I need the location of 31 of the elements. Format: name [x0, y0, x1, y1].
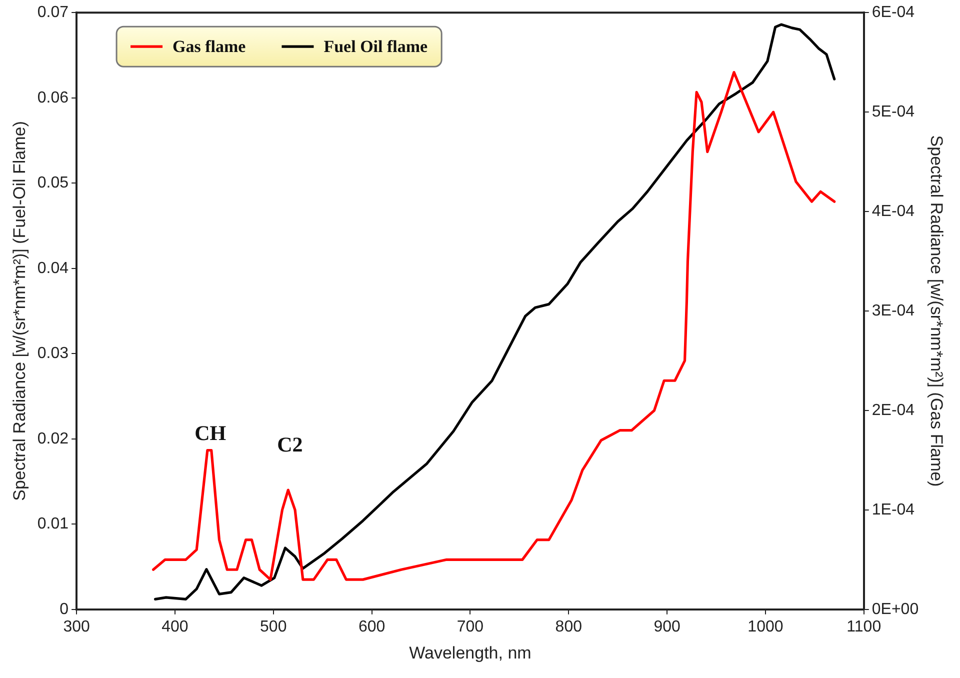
annotation: CH — [194, 420, 226, 445]
x-tick-label: 500 — [260, 618, 287, 636]
x-tick-label: 900 — [654, 618, 680, 636]
y2-tick-label: 0E+00 — [872, 600, 919, 618]
x-tick-label: 800 — [555, 618, 582, 636]
x-tick-label: 1100 — [846, 618, 882, 636]
y2-tick-label: 6E-04 — [872, 4, 915, 22]
y-tick-label: 0.02 — [37, 430, 69, 448]
y-axis-title: Spectral Radiance [w/(sr*nm*m²)] (Fuel-Oil Flame) — [10, 121, 29, 501]
y2-tick-label: 4E-04 — [872, 202, 915, 220]
x-axis-title: Wavelength, nm — [409, 643, 532, 662]
y-tick-label: 0.03 — [37, 345, 69, 362]
y2-tick-label: 5E-04 — [872, 103, 915, 120]
y2-tick-label: 3E-04 — [872, 302, 915, 320]
y-tick-label: 0.07 — [37, 4, 69, 22]
legend-label: Gas flame — [172, 36, 246, 56]
x-tick-label: 1000 — [748, 618, 784, 636]
x-tick-label: 700 — [456, 618, 484, 636]
x-tick-label: 400 — [162, 618, 188, 636]
annotation: C2 — [277, 432, 303, 456]
y-tick-label: 0 — [60, 600, 69, 618]
y2-axis-title: Spectral Radiance [w/(sr*nm*m²)] (Gas Flame) — [927, 135, 946, 487]
y-tick-label: 0.05 — [37, 174, 69, 192]
legend-label: Fuel Oil flame — [324, 36, 428, 56]
y2-tick-label: 1E-04 — [872, 501, 915, 518]
x-tick-label: 300 — [63, 618, 90, 636]
y-tick-label: 0.04 — [37, 260, 69, 277]
y2-tick-label: 2E-04 — [872, 402, 915, 419]
y-tick-label: 0.06 — [37, 89, 69, 106]
y-tick-label: 0.01 — [37, 516, 69, 533]
x-tick-label: 600 — [358, 618, 386, 636]
